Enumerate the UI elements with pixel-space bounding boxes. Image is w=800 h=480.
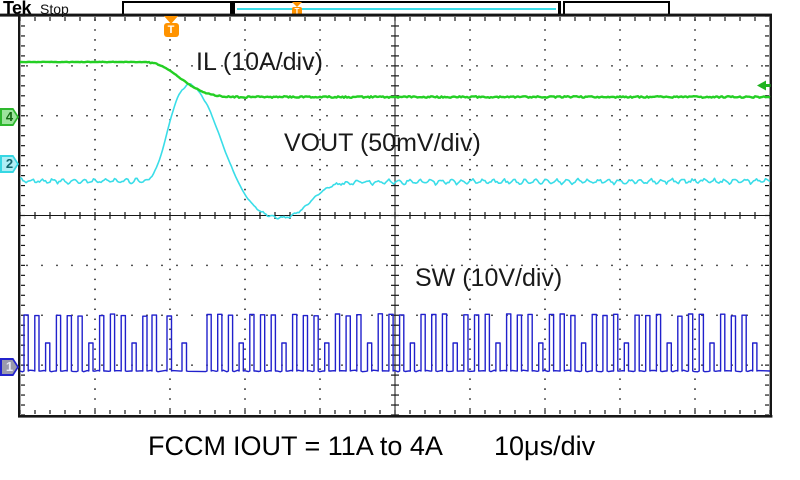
channel-1-marker-bg — [2, 360, 17, 374]
channel-1-number: 1 — [5, 359, 14, 374]
il-trace — [20, 60, 771, 99]
trigger-t-badge: T — [292, 7, 302, 16]
trigger-level-arrow-icon — [757, 80, 771, 91]
graticule-grid — [0, 13, 773, 418]
trigger-down-arrow-icon — [292, 2, 302, 7]
sw-trace-label: SW (10V/div) — [415, 264, 563, 292]
channel-4-marker: 4 — [0, 108, 19, 126]
channel-2-number: 2 — [5, 156, 14, 171]
record-waveform-line — [237, 8, 556, 10]
trigger-position-marker: T — [163, 16, 179, 37]
il-trace-label: IL (10A/div) — [196, 48, 323, 76]
trigger-t-badge: T — [163, 23, 179, 37]
channel-1-marker: 1 — [0, 358, 19, 376]
sw-trace — [19, 313, 771, 373]
trigger-down-arrow-icon — [164, 16, 178, 24]
channel-2-marker-bg — [2, 157, 17, 171]
caption-timebase: 10μs/div — [494, 431, 596, 461]
channel-4-marker-bg — [2, 110, 17, 124]
acquisition-status: Stop — [40, 1, 69, 17]
channel-2-marker: 2 — [0, 155, 19, 173]
vout-trace — [19, 82, 771, 220]
caption-mode: FCCM — [148, 431, 226, 461]
record-trigger-marker: T — [292, 2, 303, 16]
tek-logo: Tek — [3, 0, 31, 18]
caption-condition: IOUT = 11A to 4A — [233, 431, 443, 461]
channel-4-number: 4 — [5, 109, 14, 124]
vout-trace-label: VOUT (50mV/div) — [284, 129, 481, 157]
